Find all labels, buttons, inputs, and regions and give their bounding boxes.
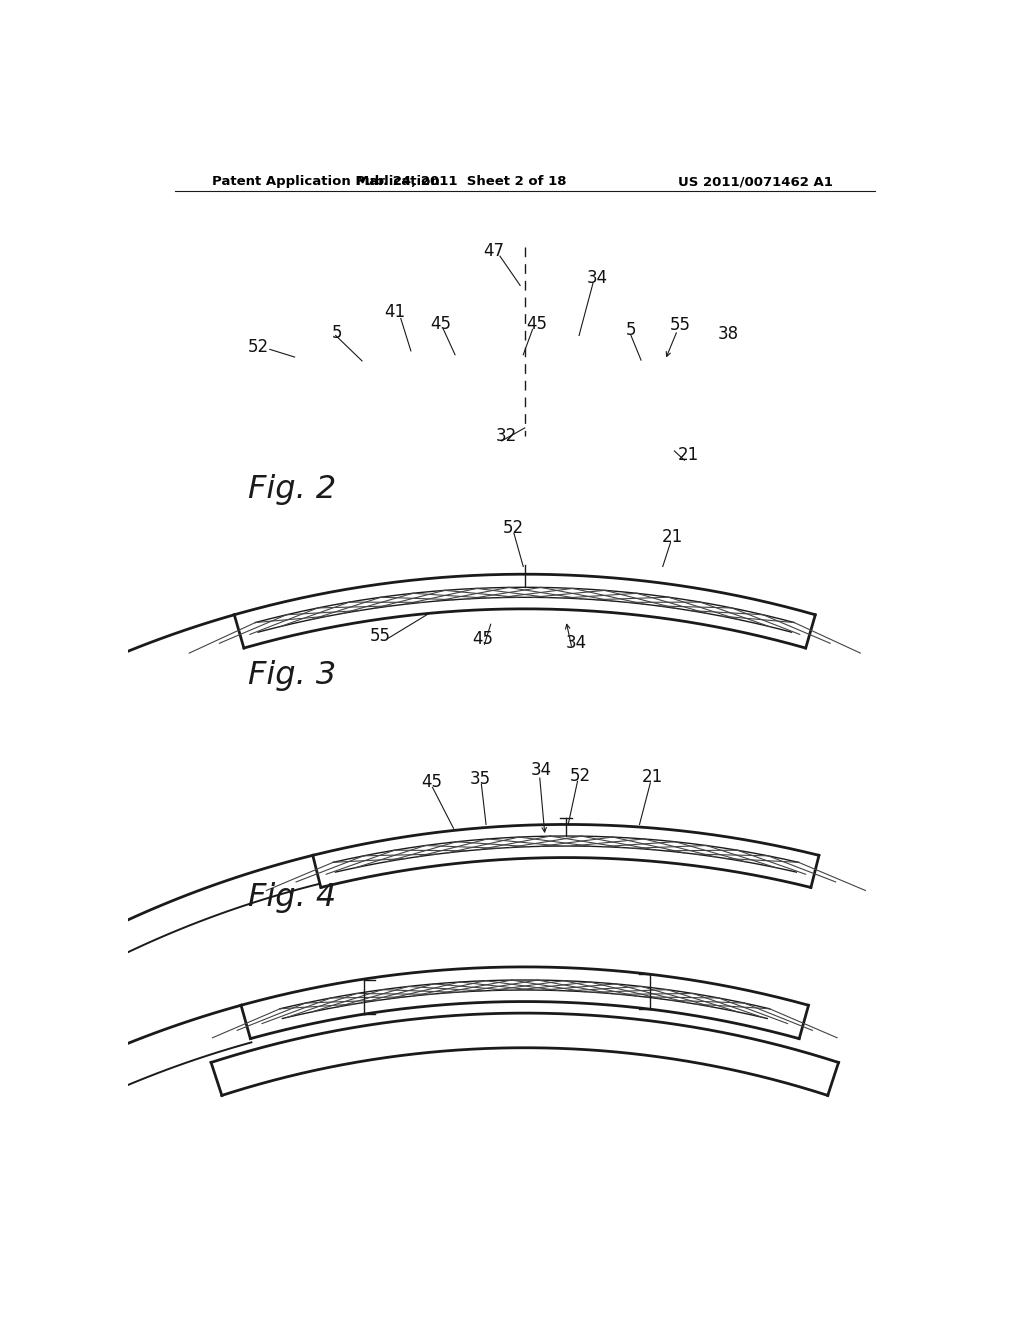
Text: US 2011/0071462 A1: US 2011/0071462 A1: [678, 176, 834, 189]
Text: Fig. 2: Fig. 2: [248, 474, 336, 506]
Text: 34: 34: [566, 635, 588, 652]
Text: 38: 38: [717, 325, 738, 343]
Text: 21: 21: [678, 446, 699, 463]
Text: 47: 47: [483, 242, 504, 260]
Text: 52: 52: [569, 767, 591, 785]
Text: 45: 45: [421, 774, 442, 791]
Text: Fig. 3: Fig. 3: [248, 660, 336, 692]
Text: 5: 5: [626, 321, 636, 339]
Text: 45: 45: [472, 630, 494, 648]
Text: 55: 55: [670, 315, 691, 334]
Text: 5: 5: [332, 325, 342, 342]
Text: 21: 21: [642, 768, 664, 787]
Text: 52: 52: [248, 338, 268, 356]
Text: 35: 35: [470, 770, 492, 788]
Text: Mar. 24, 2011  Sheet 2 of 18: Mar. 24, 2011 Sheet 2 of 18: [356, 176, 566, 189]
Text: Patent Application Publication: Patent Application Publication: [212, 176, 439, 189]
Text: 41: 41: [384, 304, 406, 321]
Text: 52: 52: [503, 519, 523, 537]
Text: 32: 32: [496, 426, 517, 445]
Text: Fig. 4: Fig. 4: [248, 882, 336, 913]
Text: 21: 21: [662, 528, 683, 546]
Text: 45: 45: [526, 315, 548, 333]
Text: 55: 55: [370, 627, 391, 644]
Text: 45: 45: [430, 315, 451, 333]
Text: 34: 34: [530, 760, 552, 779]
Text: 34: 34: [587, 269, 608, 286]
